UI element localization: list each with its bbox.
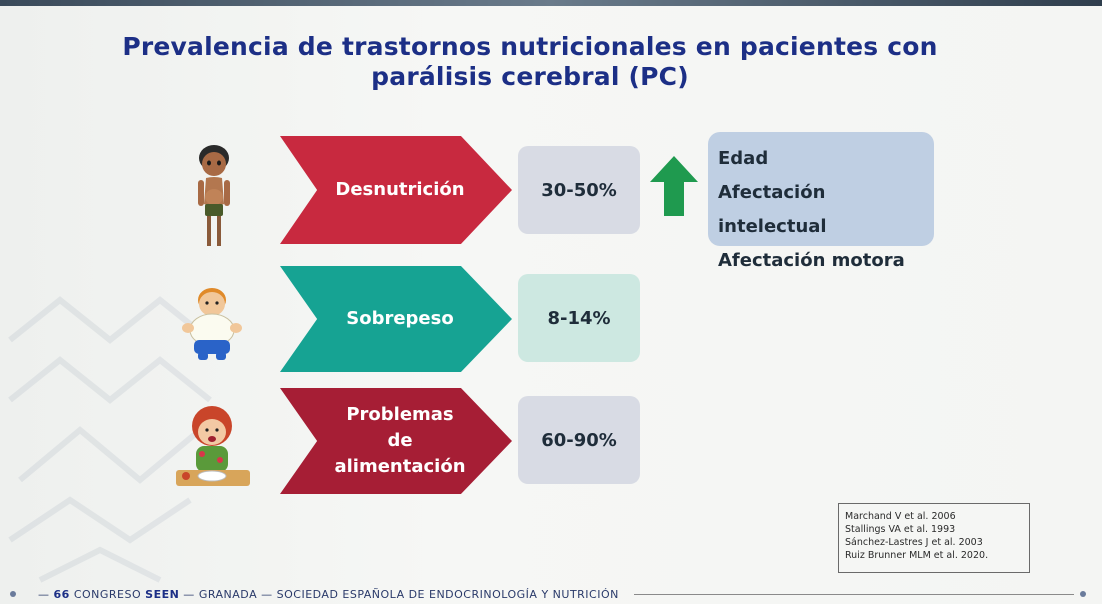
reference-1: Marchand V et al. 2006 [845, 511, 956, 522]
arrow-problemas-alimentacion: Problemas de alimentación [280, 388, 512, 494]
footer: — 66 CONGRESO SEEN — GRANADA — SOCIEDAD … [0, 584, 1102, 604]
references-box: Marchand V et al. 2006 Stallings VA et a… [838, 503, 1030, 573]
risk-factor-intellectual: Afectación intelectual [718, 182, 827, 237]
footer-sep-1: — [179, 588, 199, 601]
arrow-sobrepeso: Sobrepeso [280, 266, 512, 372]
risk-factors-box: Edad Afectación intelectual Afectación m… [708, 132, 934, 271]
slide-title: Prevalencia de trastornos nutricionales … [90, 32, 970, 92]
feeding-child-illustration [176, 406, 250, 486]
footer-congreso: CONGRESO [73, 588, 142, 601]
reference-2: Stallings VA et al. 1993 [845, 524, 956, 535]
footer-sep-2: — [257, 588, 277, 601]
footer-line [634, 594, 1074, 595]
footer-seen: SEEN [145, 588, 180, 601]
reference-4: Ruiz Brunner MLM et al. 2020. [845, 550, 989, 561]
thin-child-illustration [198, 145, 230, 246]
footer-city: GRANADA [198, 588, 258, 601]
label-sobrepeso: Sobrepeso [346, 308, 454, 329]
footer-dot-left [10, 591, 16, 597]
label-line-3: alimentación [334, 456, 466, 477]
arrow-desnutricion: Desnutrición [280, 136, 512, 244]
percent-box-problemas-alimentacion: 60-90% [518, 396, 640, 484]
risk-factor-motor: Afectación motora [718, 250, 905, 271]
risk-factor-age: Edad [718, 148, 769, 169]
reference-3: Sánchez-Lastres J et al. 2003 [845, 537, 983, 548]
percent-problemas-alimentacion: 60-90% [541, 429, 617, 451]
footer-dot-right [1080, 591, 1086, 597]
percent-box-desnutricion: 30-50% [518, 146, 640, 234]
footer-number: 66 [53, 588, 70, 601]
decorative-watermark [8, 296, 212, 583]
title-line-1: Prevalencia de trastornos nutricionales … [122, 32, 938, 61]
overweight-child-illustration [182, 288, 242, 360]
footer-society: SOCIEDAD ESPAÑOLA DE ENDOCRINOLOGÍA Y NU… [276, 588, 619, 601]
label-line-2: de [387, 430, 413, 451]
label-line-1: Problemas [346, 404, 454, 425]
title-line-2: parálisis cerebral (PC) [371, 62, 689, 91]
percent-sobrepeso: 8-14% [547, 307, 611, 329]
label-problemas-alimentacion: Problemas de alimentación [306, 402, 485, 480]
percent-box-sobrepeso: 8-14% [518, 274, 640, 362]
top-strip [0, 0, 1102, 6]
percent-desnutricion: 30-50% [541, 179, 617, 201]
label-desnutricion: Desnutrición [335, 179, 465, 200]
up-arrow-icon [650, 156, 698, 216]
footer-text: — 66 CONGRESO SEEN — GRANADA — SOCIEDAD … [38, 588, 619, 601]
